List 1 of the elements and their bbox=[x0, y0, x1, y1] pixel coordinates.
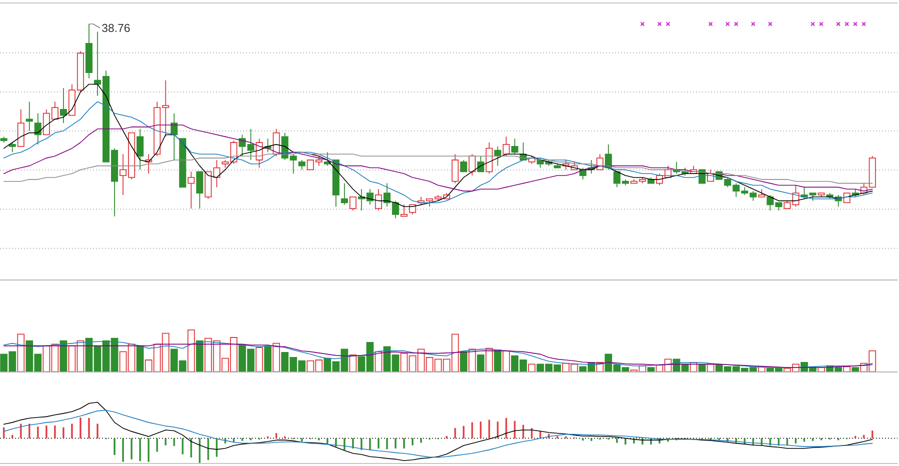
annotation: 38.76 bbox=[102, 24, 130, 32]
